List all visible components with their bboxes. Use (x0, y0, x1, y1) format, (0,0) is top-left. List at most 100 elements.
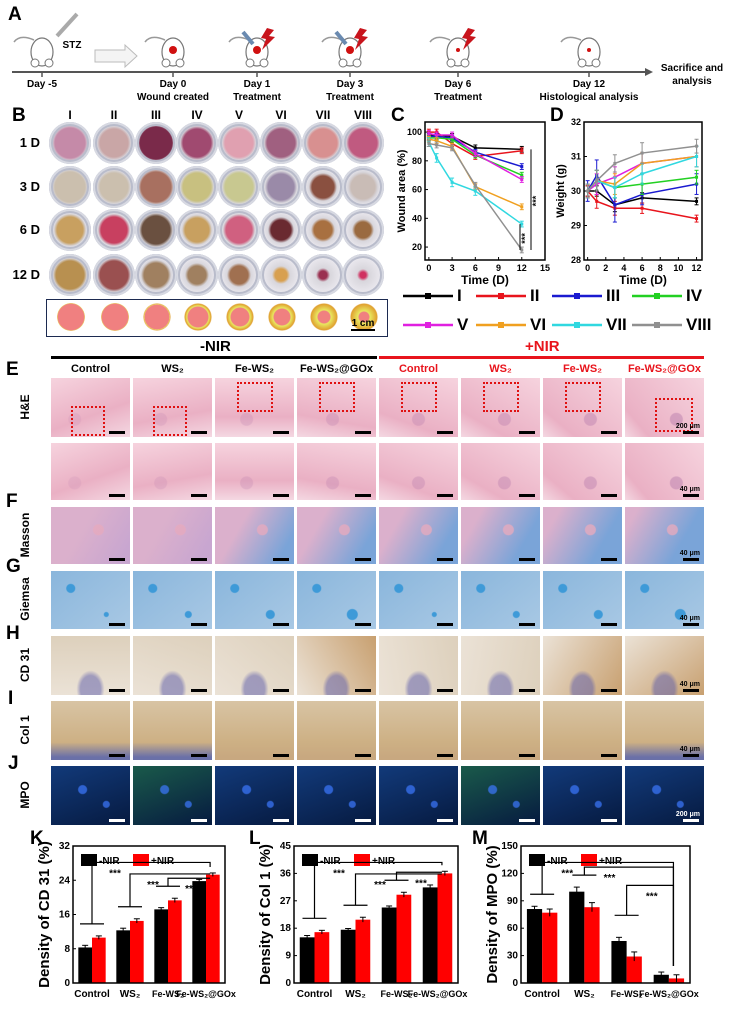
wound-photo (93, 166, 135, 208)
wound-photo (93, 209, 135, 251)
chart-d: 28 29 30 31 32 Weight (g) 0 2 4 6 8 10 12 Time (D) (555, 117, 702, 287)
x-tick-label: 10 (673, 263, 683, 273)
panel-label-m: M (472, 828, 488, 849)
histology-image-cd31 (215, 636, 294, 695)
column-header: Fe-WS₂@GOx (627, 363, 702, 375)
legend-label: -NIR (99, 856, 120, 867)
scale-bar (355, 689, 371, 692)
legend-label: VIII (686, 315, 712, 334)
significance-bracket (384, 871, 442, 881)
wound-photo (93, 122, 135, 164)
histology-image-he2 (215, 443, 294, 500)
legend-label: -NIR (547, 856, 568, 867)
significance-label: *** (109, 868, 121, 879)
wound-photo (135, 254, 177, 296)
y-tick-label: 30 (571, 186, 581, 196)
x-tick-label: WS₂ (574, 989, 595, 1000)
legend-swatch (529, 854, 545, 866)
series-vii (426, 137, 524, 228)
histology-image-masson (461, 507, 540, 564)
end-label-line2: analysis (672, 76, 712, 87)
bar-plus-nir (314, 932, 330, 983)
wound-photo (49, 254, 91, 296)
histology-image-he2 (379, 443, 458, 500)
scale-bar (519, 558, 535, 561)
data-point (695, 199, 699, 203)
histology-image-cd31 (297, 636, 376, 695)
x-tick-label: Control (524, 989, 560, 1000)
y-tick-label: 29 (571, 221, 581, 231)
scale-bar (683, 558, 699, 561)
histology-image-cd31 (133, 636, 212, 695)
chart-c: 20 40 60 80 100 Wound area (%) 0 3 6 9 12 15 Time (D… (396, 127, 550, 287)
data-point (586, 189, 590, 193)
y-tick-label: 100 (407, 127, 422, 137)
data-point (435, 143, 439, 147)
x-tick-label: Control (297, 989, 333, 1000)
mouse-icon (560, 36, 601, 77)
y-tick-label: 150 (501, 841, 518, 852)
legend-line-swatch (403, 293, 453, 299)
wound-trace (226, 303, 254, 331)
x-tick-label: 0 (585, 263, 590, 273)
timeline-arrowhead-icon (645, 68, 653, 76)
scale-bar (601, 431, 617, 434)
scale-bar (109, 819, 125, 822)
zoom-region-box (237, 382, 273, 412)
data-point (450, 133, 454, 137)
scale-bar-label: 40 μm (679, 486, 700, 493)
wound-photo (135, 209, 177, 251)
data-point (435, 133, 439, 137)
bar-plus-nir (626, 956, 642, 983)
scale-bar (437, 623, 453, 626)
histology-image-giemsa (51, 571, 130, 629)
x-tick-label: 6 (640, 263, 645, 273)
legend-label: +NIR (151, 856, 175, 867)
timeline-event-note: Wound created (136, 92, 210, 103)
scale-bar (601, 623, 617, 626)
scale-bar (273, 623, 289, 626)
timeline-event-note: Treatment (326, 92, 374, 103)
x-tick-label: 12 (692, 263, 702, 273)
legend-swatch (81, 854, 97, 866)
histology-image-giemsa: 40 μm (625, 571, 704, 629)
x-tick-label: 12 (517, 263, 527, 273)
data-point (520, 178, 524, 181)
legend-line-swatch (632, 322, 682, 328)
wound-photo (342, 122, 384, 164)
histology-image-col1 (51, 701, 130, 760)
histology-image-he (543, 378, 622, 437)
scale-bar (437, 754, 453, 757)
histology-image-mpo (297, 766, 376, 825)
scale-bar (355, 754, 371, 757)
wound-photo (260, 166, 302, 208)
wound-photo (135, 122, 177, 164)
timeline-day-label: Day 6 (444, 79, 472, 90)
wound-photo (302, 254, 344, 296)
scale-bar-label: 200 μm (675, 811, 700, 818)
column-header: WS₂ (489, 363, 512, 375)
data-point (520, 205, 524, 209)
stz-label: STZ (62, 40, 82, 51)
histology-image-he (297, 378, 376, 437)
scale-bar (273, 754, 289, 757)
legend-line-swatch (476, 322, 526, 328)
histology-image-he2 (133, 443, 212, 500)
bar-plus-nir (584, 907, 600, 983)
scale-bar (191, 431, 207, 434)
data-point (435, 139, 439, 143)
data-point (595, 179, 599, 183)
histology-image-he (51, 378, 130, 437)
scale-bar (437, 558, 453, 561)
scale-bar (601, 494, 617, 497)
zoom-region-box (565, 382, 601, 412)
panel-label-k: K (30, 828, 44, 849)
timeline-event-note: Histological analysis (539, 92, 639, 103)
legend-item-viii: VIII (632, 315, 712, 334)
y-axis-label: Density of CD 31 (%) (36, 841, 53, 988)
wound-photo (218, 166, 260, 208)
scale-bar (519, 431, 535, 434)
bar-plus-nir (437, 873, 453, 983)
scale-bar (273, 494, 289, 497)
